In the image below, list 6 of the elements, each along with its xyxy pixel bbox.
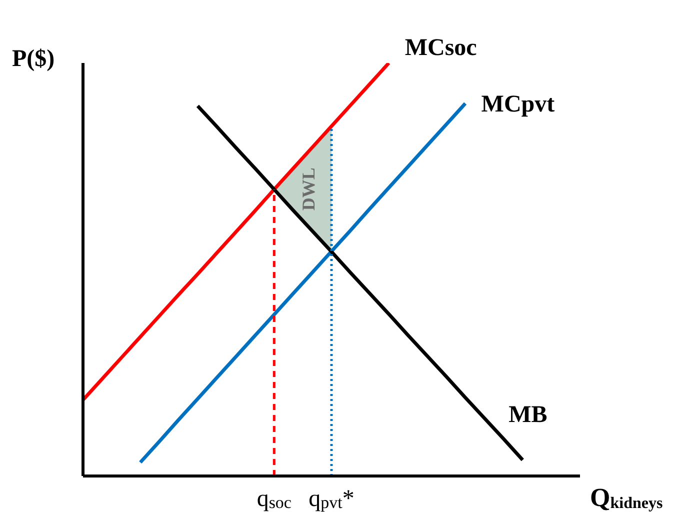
annotation: DWL (298, 168, 319, 211)
x-axis-title: Q$_{kidneys}$ (590, 483, 663, 512)
series-label: MCpvt (481, 91, 555, 118)
series-label: MB (508, 402, 548, 428)
series-label: MCsoc (404, 35, 478, 61)
y-axis-title: P($) (12, 46, 55, 72)
